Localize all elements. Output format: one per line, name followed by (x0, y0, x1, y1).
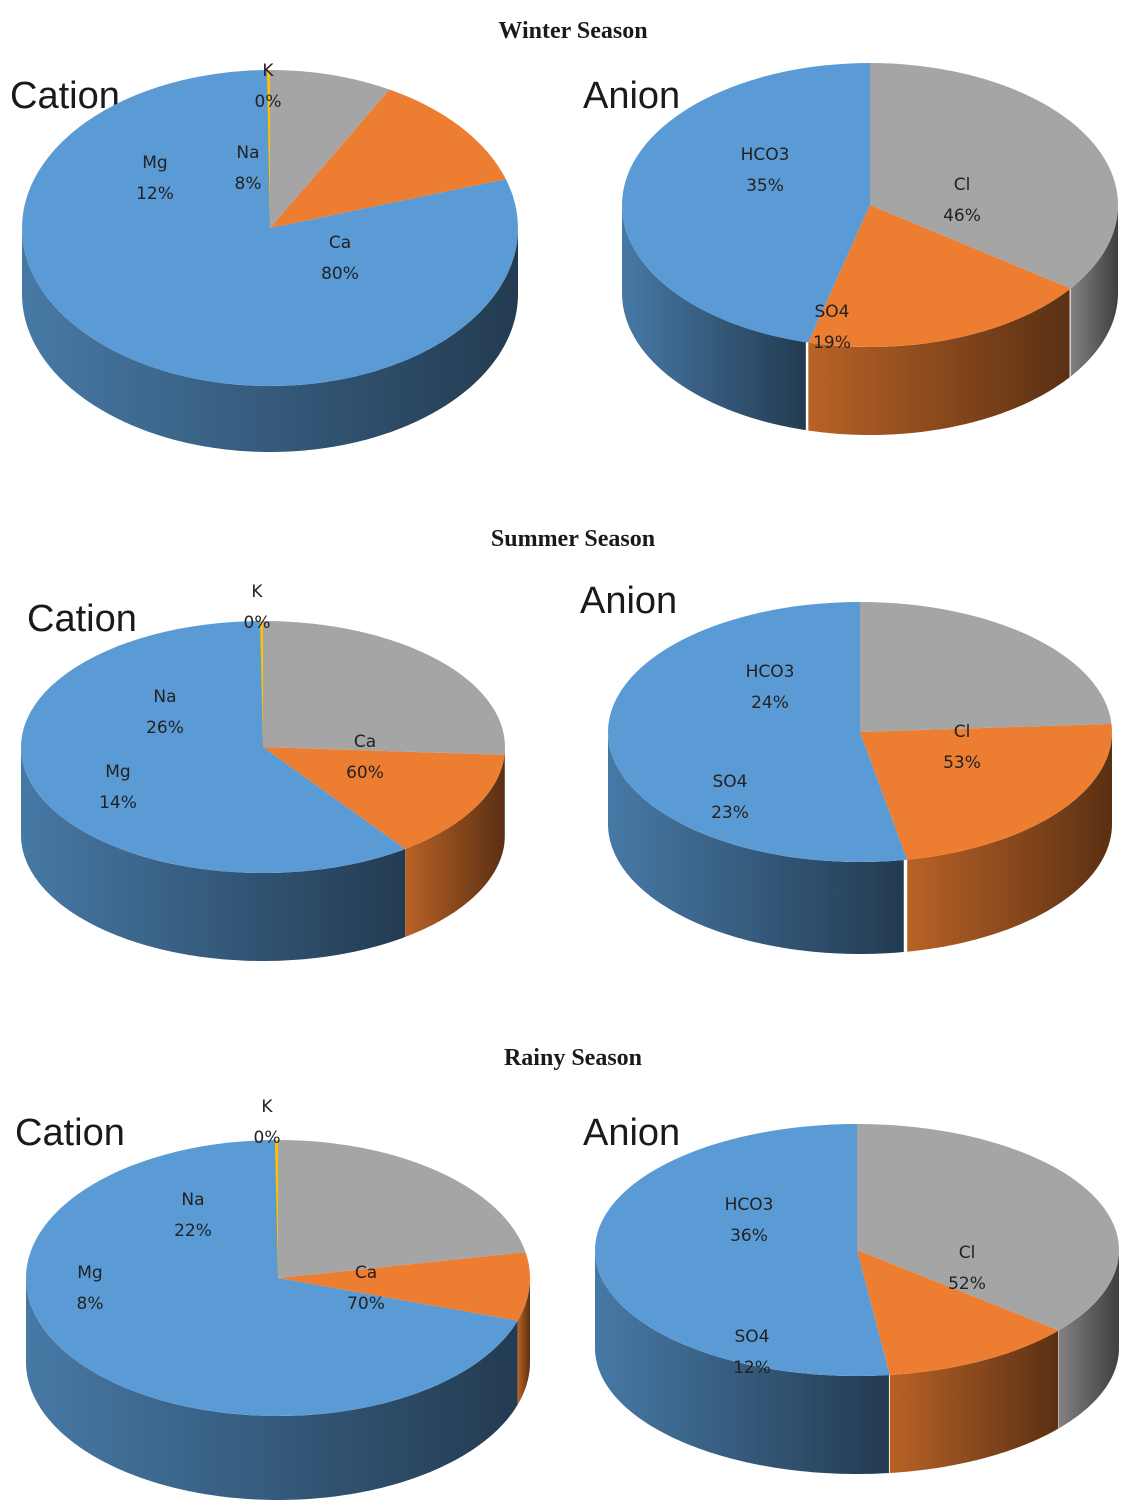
pie-slice-cl (595, 1124, 890, 1376)
slice-value-ca: 80% (321, 264, 359, 284)
cation-pie: Cation Ca 80% Mg 12% Na 8% K 0% (10, 61, 519, 452)
pie-slice-na (278, 1140, 526, 1278)
anion-pie: Anion Cl 53% SO4 23% HCO3 24% (580, 580, 1112, 954)
pie-side-cl (622, 205, 806, 431)
slice-label-so4: SO4 (713, 772, 748, 792)
pie-side-ca (22, 228, 518, 452)
slice-label-hco3: HCO3 (741, 145, 790, 165)
slice-value-ca: 60% (346, 763, 384, 783)
pie-slice-na (263, 621, 505, 755)
pie-slice-hco3 (860, 602, 1112, 732)
slice-label-hco3: HCO3 (746, 662, 795, 682)
pie-slice-so4 (860, 723, 1112, 860)
slice-value-so4: 12% (733, 1358, 771, 1378)
pie-slice-hco3 (870, 62, 1118, 289)
pie-side-hco3 (1070, 205, 1118, 377)
slice-label-na: Na (181, 1190, 204, 1210)
slice-value-na: 22% (174, 1221, 212, 1241)
slice-value-mg: 12% (136, 184, 174, 204)
slice-label-na: Na (153, 687, 176, 707)
pie-side-ca (26, 1278, 518, 1500)
slice-label-mg: Mg (77, 1263, 102, 1283)
pie-title: Anion (583, 75, 680, 117)
slice-value-cl: 52% (948, 1274, 986, 1294)
pie-slice-so4 (808, 205, 1071, 347)
slice-label-so4: SO4 (735, 1327, 770, 1347)
cation-pie: Cation Ca 70% Mg 8% Na 22% K 0% (15, 1097, 530, 1500)
slice-label-cl: Cl (954, 175, 971, 195)
pie-side-so4 (907, 732, 1112, 952)
pie-side-cl (595, 1250, 889, 1474)
slice-label-cl: Cl (959, 1243, 976, 1263)
pie-side-ca (21, 747, 406, 961)
slice-label-k: K (262, 61, 274, 81)
slice-value-k: 0% (244, 613, 271, 633)
pie-side-hco3 (1058, 1251, 1119, 1429)
season-title: Winter Season (498, 18, 647, 44)
anion-pie: Anion Cl 46% SO4 19% HCO3 35% (583, 62, 1118, 435)
pie-title: Cation (15, 1112, 125, 1154)
season-group: Summer Season Cation Ca 60% Mg 14% Na 26% K 0% Ani… (20, 526, 1112, 961)
slice-value-hco3: 24% (751, 693, 789, 713)
pie-slice-k (266, 70, 270, 228)
slice-value-cl: 46% (943, 206, 981, 226)
pie-slice-cl (621, 63, 870, 343)
slice-label-na: Na (236, 143, 259, 163)
pie-side-mg (517, 1278, 530, 1405)
pie-slice-mg (270, 89, 506, 228)
pie-slice-k (274, 1140, 278, 1278)
slice-value-hco3: 35% (746, 176, 784, 196)
slice-label-ca: Ca (355, 1263, 377, 1283)
pie-slice-ca (26, 1140, 518, 1416)
season-title: Rainy Season (504, 1045, 642, 1071)
slice-label-so4: SO4 (815, 302, 850, 322)
pie-title: Cation (10, 75, 120, 117)
slice-value-so4: 23% (711, 803, 749, 823)
pie-side-so4 (889, 1330, 1059, 1474)
slice-label-ca: Ca (354, 732, 376, 752)
pie-side-cl (608, 732, 904, 954)
slice-value-mg: 8% (77, 1294, 104, 1314)
pie-slice-k (260, 621, 263, 747)
slice-label-mg: Mg (105, 762, 130, 782)
slice-value-k: 0% (255, 92, 282, 112)
slice-value-cl: 53% (943, 753, 981, 773)
slice-label-k: K (261, 1097, 273, 1117)
pie-slice-hco3 (857, 1124, 1120, 1331)
slice-value-so4: 19% (813, 333, 851, 353)
slice-value-na: 8% (235, 174, 262, 194)
slice-value-k: 0% (254, 1128, 281, 1148)
pie-slice-cl (607, 602, 908, 863)
slice-value-na: 26% (146, 718, 184, 738)
season-group: Winter Season Cation Ca 80% Mg 12% Na 8% K 0% Anio… (10, 18, 1118, 452)
slice-label-cl: Cl (954, 722, 971, 742)
anion-pie: Anion Cl 52% SO4 12% HCO3 36% (583, 1112, 1120, 1474)
slice-value-ca: 70% (347, 1294, 385, 1314)
pie-slice-mg (278, 1252, 530, 1321)
pie-title: Anion (580, 580, 677, 622)
slice-value-hco3: 36% (730, 1226, 768, 1246)
season-title: Summer Season (491, 526, 655, 552)
slice-label-k: K (251, 582, 263, 602)
slice-label-hco3: HCO3 (725, 1195, 774, 1215)
season-group: Rainy Season Cation Ca 70% Mg 8% Na 22% K 0% Anion… (15, 1045, 1120, 1500)
pie-title: Cation (27, 598, 137, 640)
pie-side-mg (405, 755, 505, 937)
pie-slice-ca (20, 621, 406, 874)
slice-value-mg: 14% (99, 793, 137, 813)
slice-label-mg: Mg (142, 153, 167, 173)
pie-slice-mg (263, 747, 505, 849)
pie-side-so4 (808, 289, 1070, 435)
slice-label-ca: Ca (329, 233, 351, 253)
pie-slice-na (270, 70, 390, 228)
pie-title: Anion (583, 1112, 680, 1154)
cation-pie: Cation Ca 60% Mg 14% Na 26% K 0% (20, 582, 505, 961)
pie-slice-so4 (857, 1250, 1059, 1376)
